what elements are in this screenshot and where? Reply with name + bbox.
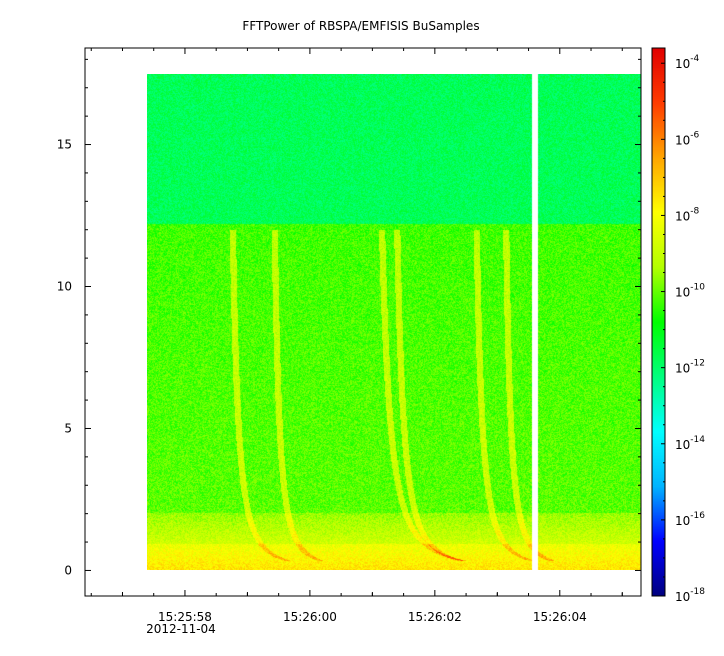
y-tick-label: 10: [57, 280, 72, 294]
x-tick-label: 15:26:00: [283, 610, 337, 624]
y-tick-label: 15: [57, 138, 72, 152]
plot-frame: [84, 47, 642, 597]
colorbar-tick-label: 10-10: [675, 283, 705, 300]
x-tick-label: 15:25:58: [158, 610, 212, 624]
chart-title: FFTPower of RBSPA/EMFISIS BuSamples: [242, 19, 479, 33]
x-axis-date-label: 2012-11-04: [146, 622, 216, 636]
colorbar-frame: [651, 47, 666, 597]
y-tick-label: 5: [64, 421, 72, 435]
colorbar-tick-label: 10-18: [675, 587, 705, 604]
x-tick-label: 15:26:04: [533, 610, 587, 624]
spectrogram-heatmap: [147, 74, 641, 570]
colorbar-tick-label: 10-16: [675, 511, 705, 528]
colorbar-tick-label: 10-12: [675, 359, 705, 376]
colorbar-tick-label: 10-8: [675, 206, 700, 223]
plot-area: [84, 47, 642, 597]
colorbar-tick-label: 10-4: [675, 54, 700, 71]
colorbar-gradient: [652, 48, 665, 596]
colorbar: 10-4 10-6 10-8 10-10 10-12 10-14 10-16 10-18: [651, 47, 705, 604]
x-axis: 15:25:58 15:26:00 15:26:02 15:26:04: [90, 48, 623, 624]
colorbar-axis: 10-4 10-6 10-8 10-10 10-12 10-14 10-16 10-18: [661, 54, 705, 604]
x-tick-label: 15:26:02: [408, 610, 462, 624]
colorbar-tick-label: 10-6: [675, 130, 700, 147]
y-axis: 0 5 10 15: [57, 58, 641, 577]
y-tick-label: 0: [64, 563, 72, 577]
colorbar-tick-label: 10-14: [675, 435, 705, 452]
